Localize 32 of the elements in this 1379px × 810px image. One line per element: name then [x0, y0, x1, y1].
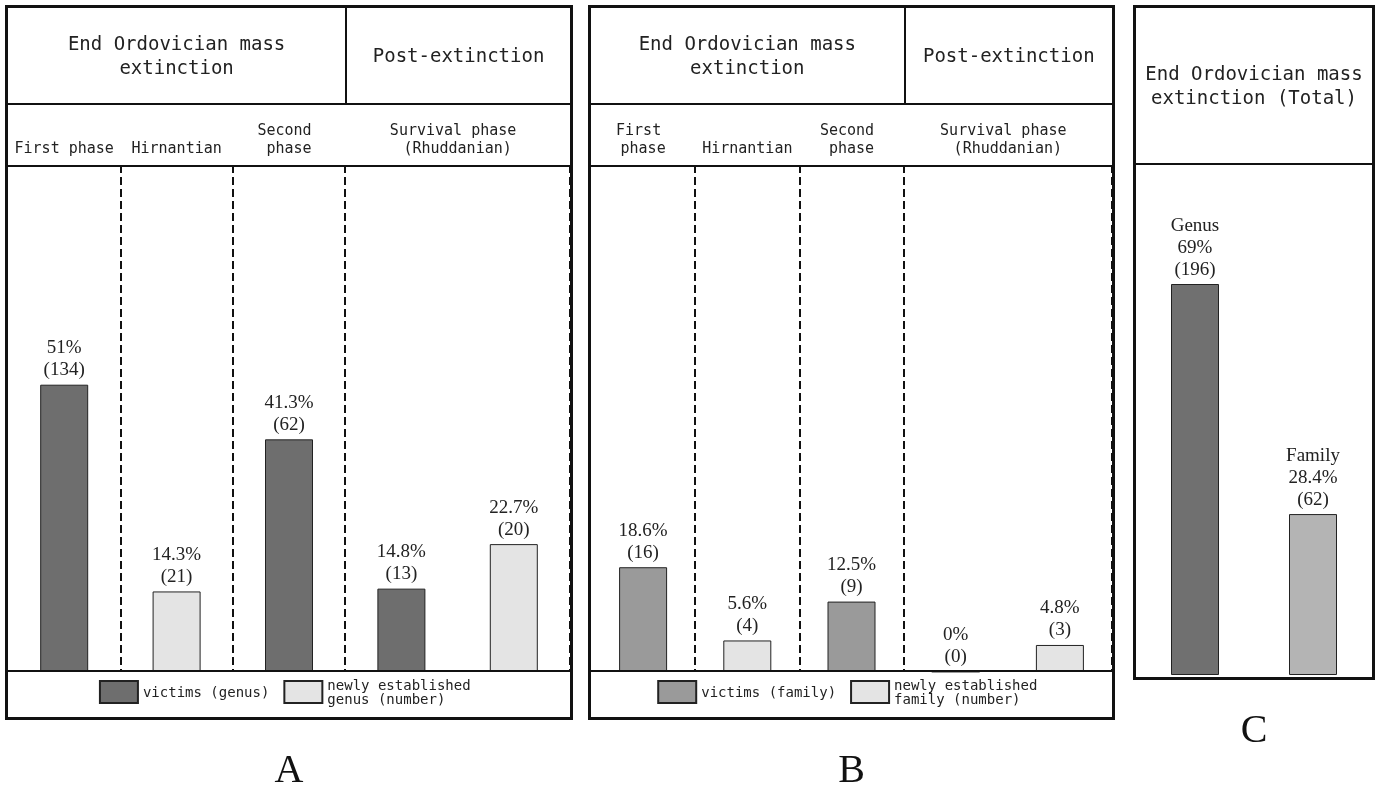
data-label: 51% (134)	[43, 336, 85, 381]
x-tick-label: Survival phase (Rhuddanian)	[389, 121, 526, 157]
data-label: 41.3% (62)	[264, 390, 314, 435]
text: B	[837, 745, 866, 792]
data-label: 22.7% (20)	[489, 495, 539, 540]
legend-label: victims (genus)	[142, 684, 270, 700]
data-label: 14.8% (13)	[376, 540, 427, 585]
data-label: Family 28.4% (62)	[1286, 443, 1341, 510]
x-tick-label: Hirnantian	[702, 139, 793, 157]
legend-label: newly established genus (number)	[327, 677, 480, 707]
data-label: Genus 69% (196)	[1170, 213, 1220, 280]
text: A	[273, 745, 305, 792]
text: C	[1239, 705, 1269, 752]
data-label: 18.6% (16)	[618, 518, 668, 563]
x-tick-label: Second phase	[819, 121, 884, 157]
text: Post-extinction	[345, 8, 570, 103]
data-label: 12.5% (9)	[826, 553, 877, 598]
x-tick-label: First phase	[616, 121, 671, 157]
data-label: 4.8% (3)	[1040, 596, 1080, 641]
x-tick-label: First phase	[14, 139, 114, 157]
text: End Ordovician mass extinction	[637, 30, 857, 80]
x-tick-label: Second phase	[257, 121, 321, 157]
data-label: 0% (0)	[943, 622, 969, 667]
text: End Ordovician mass extinction (Total)	[1136, 8, 1372, 163]
legend-label: newly established family (number)	[894, 677, 1046, 707]
text: End Ordovician mass extinction	[66, 30, 287, 80]
x-tick-label: Survival phase (Rhuddanian)	[940, 121, 1076, 157]
data-label: 5.6% (4)	[727, 591, 768, 636]
legend-label: victims (family)	[701, 684, 837, 700]
x-tick-label: Hirnantian	[131, 139, 222, 157]
text: Post-extinction	[903, 8, 1112, 103]
data-label: 14.3% (21)	[152, 542, 202, 587]
